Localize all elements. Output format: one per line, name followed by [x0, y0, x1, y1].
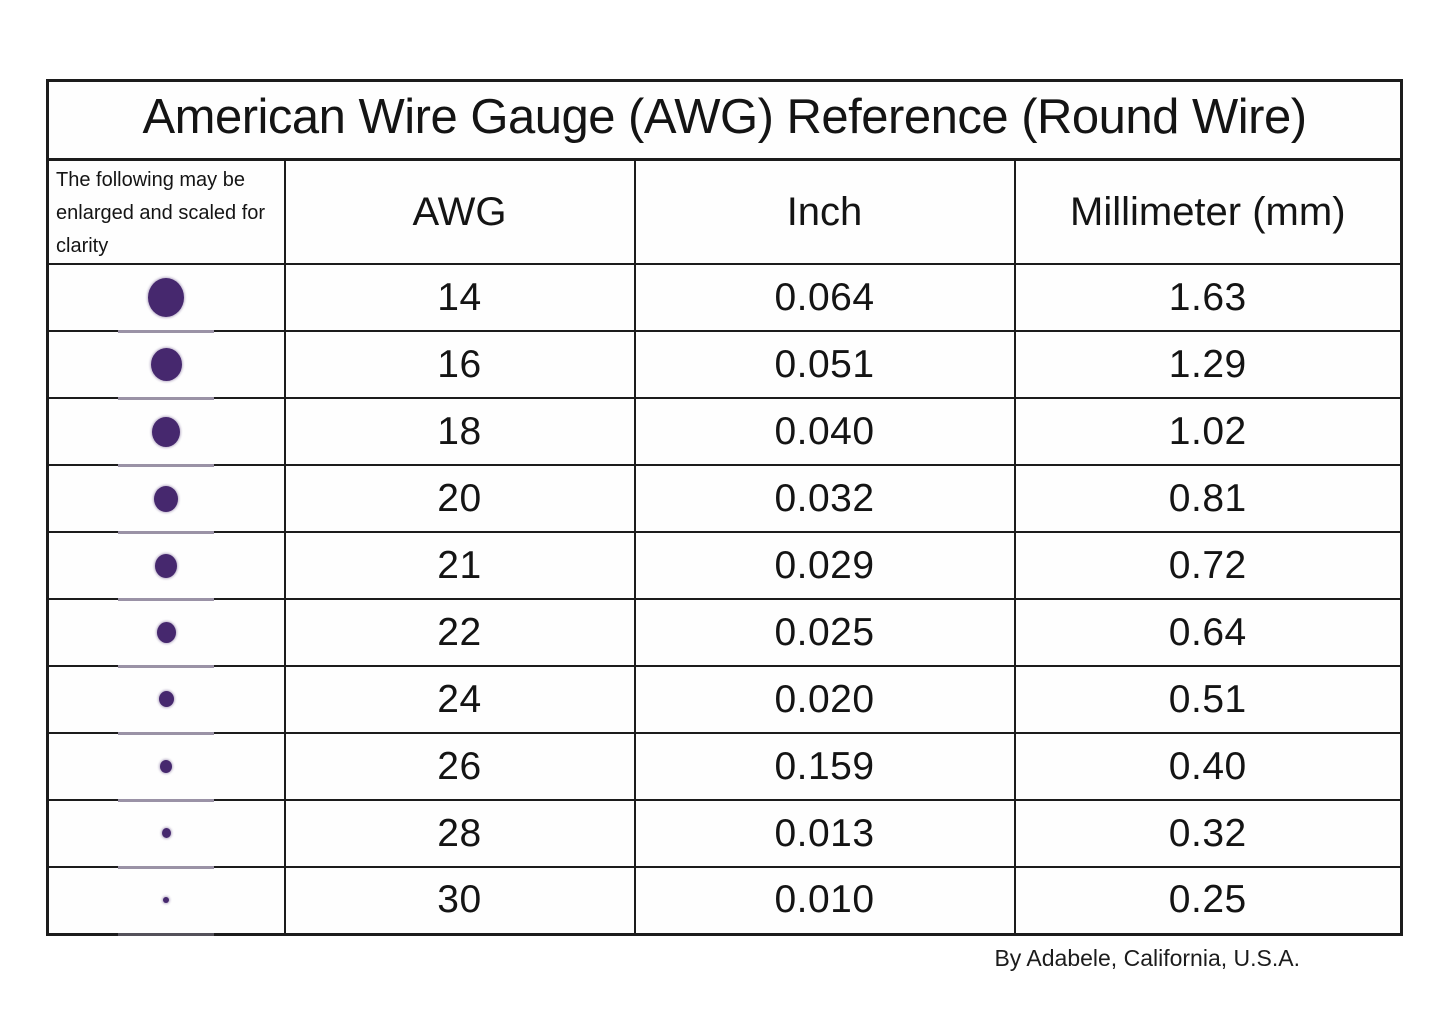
- mm-value: 1.02: [1013, 397, 1403, 466]
- dot-underline: [118, 866, 215, 869]
- awg-value: 26: [283, 732, 636, 801]
- wire-size-dot-icon: [150, 348, 182, 381]
- wire-size-dot-icon: [152, 416, 181, 447]
- mm-value: 0.72: [1013, 531, 1403, 600]
- table-row: 22 0.025 0.64: [46, 598, 1403, 668]
- dot-underline: [118, 665, 215, 668]
- dot-underline: [118, 397, 215, 400]
- table-row: 18 0.040 1.02: [46, 397, 1403, 467]
- wire-size-dot-cell: [46, 531, 286, 601]
- awg-value: 20: [283, 464, 636, 533]
- mm-value: 0.25: [1013, 866, 1403, 935]
- page-title: American Wire Gauge (AWG) Reference (Rou…: [46, 79, 1403, 161]
- dot-underline: [118, 531, 215, 534]
- table-row: 20 0.032 0.81: [46, 464, 1403, 534]
- credit-text: By Adabele, California, U.S.A.: [994, 944, 1300, 971]
- dot-underline: [118, 732, 215, 735]
- header-row: The following may be enlarged and scaled…: [46, 158, 1403, 265]
- table-row: 26 0.159 0.40: [46, 732, 1403, 802]
- table-row: 21 0.029 0.72: [46, 531, 1403, 601]
- wire-size-dot-icon: [161, 828, 171, 839]
- wire-size-dot-icon: [155, 553, 178, 578]
- mm-value: 0.51: [1013, 665, 1403, 734]
- inch-value: 0.040: [633, 397, 1016, 466]
- wire-size-dot-icon: [163, 897, 170, 904]
- wire-size-dot-icon: [154, 485, 179, 512]
- wire-size-dot-cell: [46, 263, 286, 333]
- wire-size-dot-cell: [46, 799, 286, 869]
- mm-value: 1.63: [1013, 263, 1403, 332]
- table-row: 14 0.064 1.63: [46, 263, 1403, 333]
- mm-value: 0.81: [1013, 464, 1403, 533]
- wire-size-dot-cell: [46, 598, 286, 668]
- dot-underline: [118, 799, 215, 802]
- awg-table: American Wire Gauge (AWG) Reference (Rou…: [46, 79, 1404, 936]
- inch-value: 0.064: [633, 263, 1016, 332]
- table-row: 16 0.051 1.29: [46, 330, 1403, 400]
- inch-value: 0.013: [633, 799, 1016, 868]
- dot-underline: [118, 932, 215, 936]
- awg-value: 24: [283, 665, 636, 734]
- inch-value: 0.159: [633, 732, 1016, 801]
- title-row: American Wire Gauge (AWG) Reference (Rou…: [46, 79, 1403, 161]
- wire-size-dot-cell: [46, 397, 286, 467]
- awg-value: 21: [283, 531, 636, 600]
- wire-size-dot-cell: [46, 866, 286, 936]
- inch-value: 0.032: [633, 464, 1016, 533]
- inch-value: 0.020: [633, 665, 1016, 734]
- awg-value: 30: [283, 866, 636, 935]
- table-row: 30 0.010 0.25: [46, 866, 1403, 936]
- awg-value: 28: [283, 799, 636, 868]
- scale-note: The following may be enlarged and scaled…: [46, 158, 286, 265]
- awg-value: 22: [283, 598, 636, 667]
- dot-underline: [118, 330, 215, 333]
- wire-size-dot-cell: [46, 665, 286, 735]
- inch-value: 0.025: [633, 598, 1016, 667]
- wire-size-dot-cell: [46, 464, 286, 534]
- awg-value: 14: [283, 263, 636, 332]
- inch-value: 0.029: [633, 531, 1016, 600]
- column-header-awg: AWG: [283, 158, 636, 265]
- mm-value: 0.40: [1013, 732, 1403, 801]
- awg-value: 18: [283, 397, 636, 466]
- wire-size-dot-icon: [156, 622, 176, 643]
- inch-value: 0.010: [633, 866, 1016, 935]
- table-row: 24 0.020 0.51: [46, 665, 1403, 735]
- table-row: 28 0.013 0.32: [46, 799, 1403, 869]
- wire-size-dot-icon: [160, 759, 173, 773]
- column-header-mm: Millimeter (mm): [1013, 158, 1403, 265]
- wire-size-dot-cell: [46, 330, 286, 400]
- wire-size-dot-icon: [148, 278, 185, 317]
- dot-underline: [118, 464, 215, 467]
- awg-reference-sheet: American Wire Gauge (AWG) Reference (Rou…: [46, 79, 1404, 972]
- mm-value: 0.64: [1013, 598, 1403, 667]
- wire-size-dot-cell: [46, 732, 286, 802]
- awg-value: 16: [283, 330, 636, 399]
- dot-underline: [118, 598, 215, 601]
- column-header-inch: Inch: [633, 158, 1016, 265]
- wire-size-dot-icon: [158, 691, 174, 708]
- mm-value: 0.32: [1013, 799, 1403, 868]
- inch-value: 0.051: [633, 330, 1016, 399]
- mm-value: 1.29: [1013, 330, 1403, 399]
